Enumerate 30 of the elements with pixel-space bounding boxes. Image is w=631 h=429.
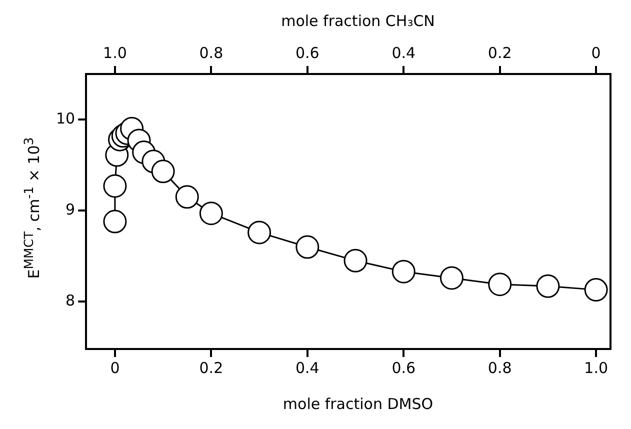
x2-tick-label: 0.4 (392, 44, 416, 62)
point (103, 210, 127, 234)
y-tick-label: 9 (66, 200, 76, 218)
point (392, 260, 416, 284)
point (344, 248, 368, 272)
point (296, 235, 320, 259)
x2-tick-label: 0.8 (199, 44, 224, 62)
point (199, 202, 223, 226)
point (248, 220, 272, 244)
point (584, 278, 608, 302)
y-tick-label: 8 (66, 292, 76, 310)
point (536, 274, 560, 298)
x2-axis-title: mole fraction CH₃CN (280, 12, 436, 30)
y-tick-label: 10 (56, 109, 76, 128)
point (488, 272, 512, 296)
x-axis-title: mole fraction DMSO (282, 395, 434, 413)
x-tick-label: 0.2 (199, 358, 224, 377)
x-tick-label: 0.4 (295, 358, 320, 377)
x2-tick-label: 0.6 (295, 44, 320, 62)
x-tick-label: 0 (110, 358, 120, 377)
x2-tick-label: 1.0 (103, 44, 127, 62)
x-tick-label: 0.6 (392, 358, 416, 377)
point (440, 266, 464, 290)
x-tick-label: 1.0 (584, 358, 608, 377)
point (151, 160, 175, 184)
point (103, 174, 127, 198)
point (175, 185, 199, 209)
x2-tick-label: 0 (591, 44, 601, 62)
x2-tick-label: 0.2 (488, 44, 512, 62)
x-tick-label: 0.8 (488, 358, 512, 377)
